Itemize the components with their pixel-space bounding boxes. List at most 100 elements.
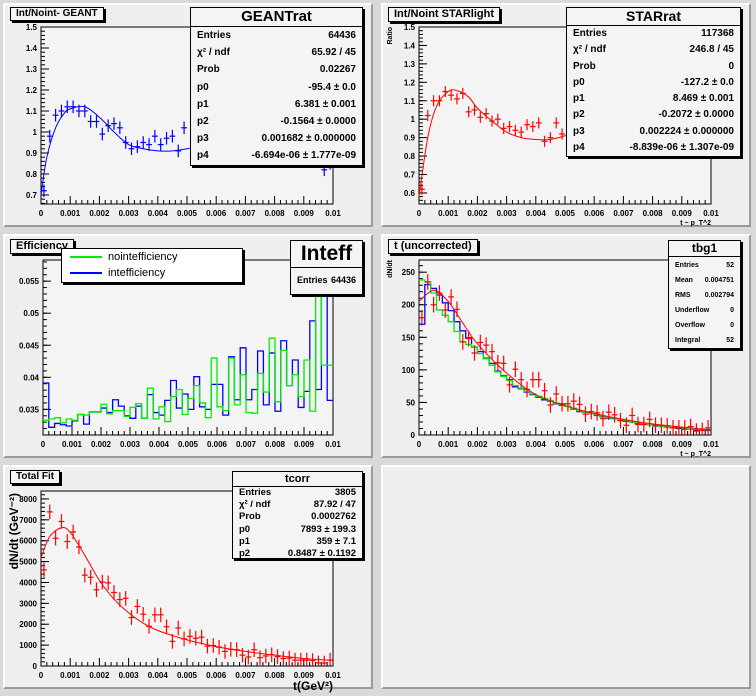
- data-point: [46, 504, 53, 520]
- pad-5[interactable]: 0 0.001 0.002 0.003 0.004 0.005 0.006 0.007 0.00…: [0, 462, 378, 693]
- fit-curve: [418, 89, 580, 197]
- y-tick-label: 1.3: [26, 65, 38, 74]
- y-tick-label: 1.1: [404, 97, 416, 106]
- stats-row: p3 0.002224 ± 0.000000: [567, 124, 740, 140]
- stats-label: Entries: [675, 262, 699, 269]
- stats-box[interactable]: tbg1 Entries 52 Mean 0.004751 RMS 0.002794 Und…: [668, 240, 741, 349]
- data-point: [163, 131, 170, 145]
- x-tick-label: 0.006: [206, 671, 227, 680]
- x-tick-label: 0.006: [584, 440, 605, 449]
- stats-row: χ² / ndf 65.92 / 45: [191, 44, 362, 61]
- x-tick-label: 0.005: [178, 440, 199, 449]
- x-tick-label: 0.008: [643, 209, 664, 218]
- y-tick-label: 0.05: [23, 309, 39, 318]
- stats-title: tbg1: [669, 241, 740, 257]
- data-point: [280, 651, 287, 666]
- stats-row: Mean 0.004751: [669, 273, 740, 288]
- data-point: [547, 132, 554, 144]
- data-point: [181, 121, 187, 135]
- x-tick-label: 0.007: [235, 671, 256, 680]
- data-point: [87, 115, 94, 128]
- y-tick-label: 8000: [19, 495, 37, 504]
- data-point: [459, 334, 466, 350]
- data-point: [646, 411, 653, 428]
- stats-value: -6.694e-06 ± 1.777e-09: [251, 150, 356, 162]
- data-point: [204, 638, 211, 654]
- x-tick-label: 0.01: [325, 440, 341, 449]
- data-point: [239, 647, 246, 663]
- data-point: [128, 610, 135, 625]
- stats-label: p2: [573, 109, 585, 121]
- stats-row: Entries 52: [669, 258, 740, 273]
- x-tick-label: 0.003: [120, 440, 141, 449]
- x-tick-label: 0.002: [91, 440, 112, 449]
- data-point: [535, 371, 542, 388]
- stats-box[interactable]: GEANTrat Entries 64436 χ² / ndf 65.92 / 45 P…: [190, 7, 363, 166]
- stats-value: 7893 ± 199.3: [300, 523, 356, 535]
- y-axis-label: dN/dt: [387, 259, 394, 278]
- stats-label: χ² / ndf: [239, 499, 271, 511]
- stats-value: -0.1564 ± 0.0000: [280, 116, 356, 128]
- y-tick-label: 0.9: [404, 134, 416, 143]
- x-tick-label: 0.006: [206, 209, 227, 218]
- data-point: [524, 119, 530, 131]
- x-tick-label: 0.007: [235, 209, 256, 218]
- data-point: [251, 642, 258, 658]
- y-tick-label: 0.8: [404, 152, 416, 161]
- data-point: [442, 86, 449, 98]
- x-tick-label: 0.007: [613, 440, 634, 449]
- data-point: [465, 106, 472, 118]
- x-tick-label: 0.007: [236, 440, 257, 449]
- stats-value: 0.002794: [704, 292, 734, 299]
- x-tick-label: 0.002: [467, 209, 488, 218]
- x-axis-label: t ~ p_T^2: [680, 219, 711, 227]
- pad-2[interactable]: 0 0.001 0.002 0.003 0.004 0.005 0.006 0.007 0.00…: [378, 0, 756, 231]
- stats-label: Entries: [297, 275, 328, 285]
- data-point: [157, 607, 164, 623]
- data-point: [506, 121, 513, 133]
- data-point: [541, 135, 548, 147]
- stats-row: p3 0.001682 ± 0.000000: [191, 130, 362, 147]
- stats-box[interactable]: STARrat Entries 117368 χ² / ndf 246.8 / 45 P…: [566, 7, 741, 157]
- x-tick-label: 0: [39, 671, 44, 680]
- data-point: [70, 100, 77, 114]
- stats-row: p1 359 ± 7.1: [233, 536, 362, 548]
- y-tick-label: 2000: [19, 620, 37, 629]
- x-axis-label: t(GeV²): [293, 679, 333, 693]
- pad-1[interactable]: 0 0.001 0.002 0.003 0.004 0.005 0.006 0.007 0.00…: [0, 0, 378, 231]
- stats-row: χ² / ndf 87.92 / 47: [233, 499, 362, 511]
- data-point: [500, 355, 507, 372]
- stats-value: 3805: [334, 487, 356, 498]
- data-point: [274, 649, 281, 664]
- data-point: [471, 345, 478, 361]
- pad-3[interactable]: 0 0.001 0.002 0.003 0.004 0.005 0.006 0.007 0.00…: [0, 231, 378, 462]
- data-point: [128, 142, 135, 156]
- stats-box[interactable]: tcorr Entries 3805 χ² / ndf 87.92 / 47 Prob 0…: [232, 471, 363, 559]
- data-point: [611, 406, 618, 423]
- stats-label: Integral: [675, 337, 701, 344]
- x-tick-label: 0.009: [294, 209, 315, 218]
- stats-box[interactable]: Inteff Entries 64436: [290, 240, 363, 295]
- pad-6-empty[interactable]: [378, 462, 756, 693]
- legend-line-blue: [70, 272, 102, 274]
- data-point: [675, 420, 682, 435]
- stats-row: Prob 0: [567, 59, 740, 75]
- x-tick-label: 0.008: [265, 671, 286, 680]
- stats-row: p0 -127.2 ± 0.0: [567, 75, 740, 91]
- data-point: [489, 343, 495, 360]
- x-tick-label: 0.008: [643, 440, 664, 449]
- data-point: [163, 619, 170, 635]
- stats-label: χ² / ndf: [197, 47, 230, 59]
- data-point: [506, 377, 513, 393]
- x-tick-label: 0.008: [265, 209, 286, 218]
- x-tick-label: 0: [39, 209, 44, 218]
- stats-label: p4: [573, 142, 585, 154]
- y-tick-label: 150: [402, 333, 416, 342]
- y-tick-label: 1: [33, 128, 38, 137]
- data-point: [512, 361, 519, 378]
- pad-4[interactable]: 0 0.001 0.002 0.003 0.004 0.005 0.006 0.007 0.00…: [378, 231, 756, 462]
- x-tick-label: 0.002: [89, 209, 110, 218]
- x-tick-label: 0.006: [584, 209, 605, 218]
- stats-row: Prob 0.0002762: [233, 511, 362, 523]
- data-point: [471, 104, 478, 116]
